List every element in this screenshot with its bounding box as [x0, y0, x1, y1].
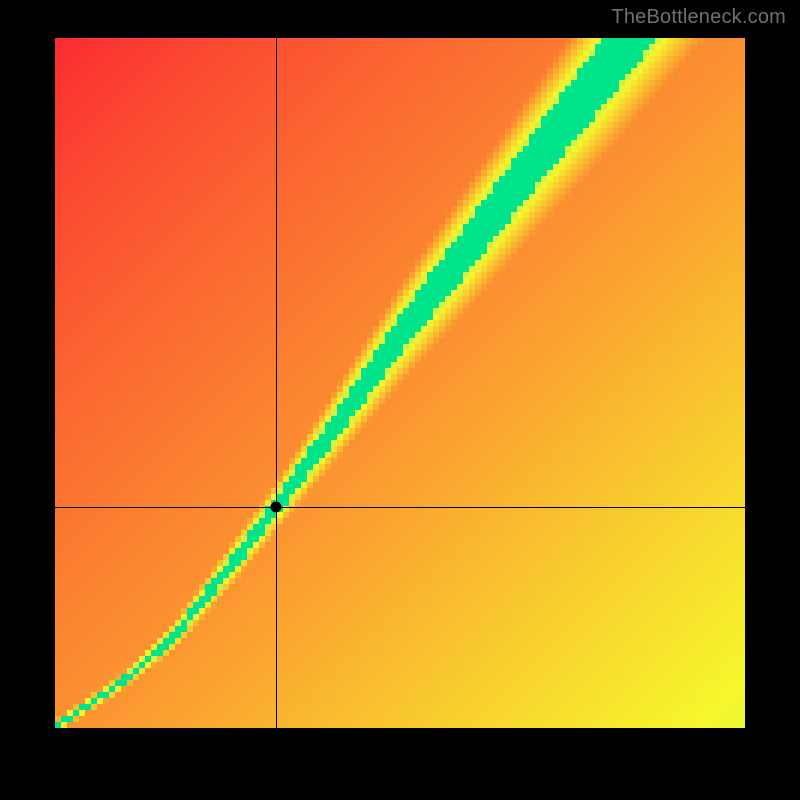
crosshair-vertical: [276, 38, 277, 728]
crosshair-horizontal: [55, 507, 745, 508]
bottleneck-heatmap: [55, 38, 745, 728]
operating-point-marker: [270, 502, 281, 513]
heatmap-canvas: [55, 38, 745, 728]
watermark-text: TheBottleneck.com: [611, 6, 786, 29]
